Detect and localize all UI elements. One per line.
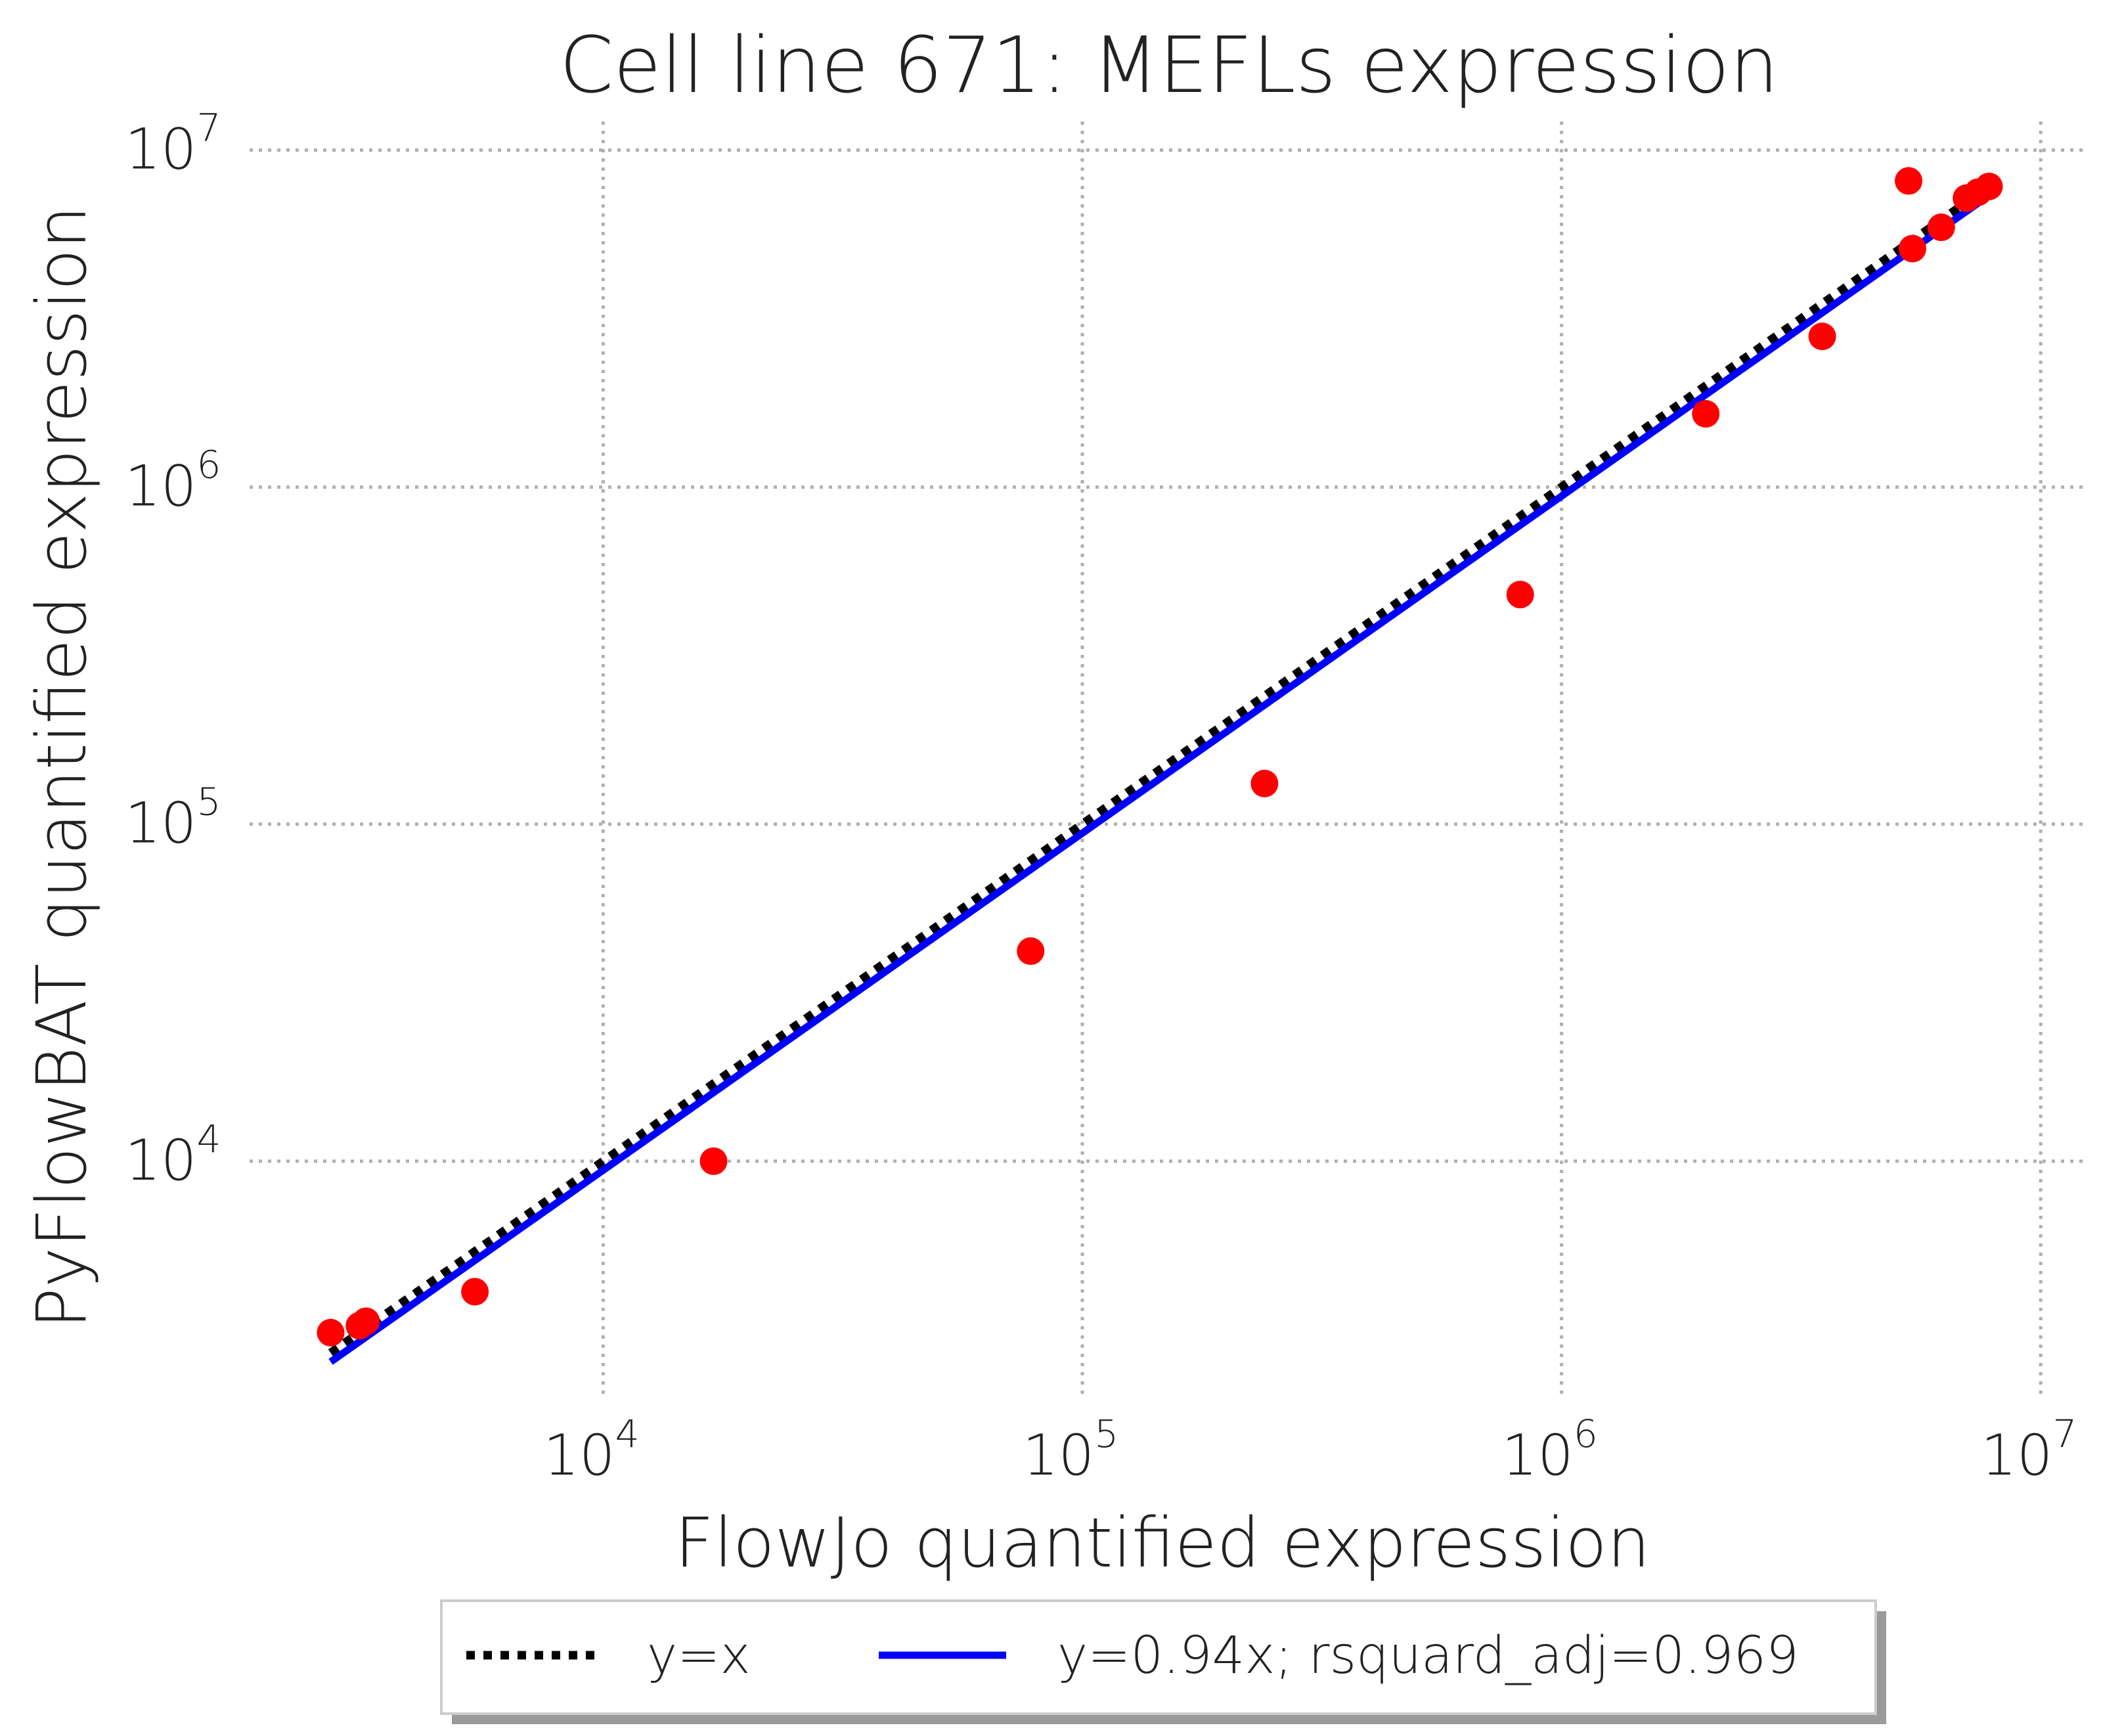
data-point bbox=[1692, 400, 1720, 428]
legend-label-y-equals-x: y=x bbox=[647, 1626, 751, 1685]
y-tick-label: 104 bbox=[125, 1117, 221, 1193]
chart-title: Cell line 671: MEFLs expression bbox=[560, 20, 1779, 110]
fit-line bbox=[328, 192, 1991, 1365]
grid bbox=[250, 122, 2085, 1399]
x-axis-label: FlowJo quantified expression bbox=[674, 1503, 1650, 1583]
legend-box bbox=[440, 1599, 1877, 1715]
y-tick-label: 106 bbox=[125, 443, 221, 520]
data-point bbox=[1898, 234, 1926, 263]
data-points bbox=[317, 167, 2003, 1347]
data-point bbox=[1975, 172, 2003, 200]
data-point bbox=[1017, 937, 1045, 966]
data-point bbox=[461, 1278, 489, 1306]
data-point bbox=[1808, 323, 1836, 351]
data-point bbox=[317, 1318, 345, 1347]
data-point bbox=[699, 1147, 728, 1175]
data-point bbox=[1927, 213, 1955, 242]
fit-lines bbox=[328, 183, 1992, 1365]
x-tick-label: 105 bbox=[1023, 1412, 1118, 1488]
legend: y=x y=0.94x; rsquard_adj=0.969 bbox=[440, 1599, 1886, 1724]
y-tick-labels: 104 105 106 107 bbox=[125, 105, 221, 1193]
identity-line bbox=[328, 183, 1992, 1356]
data-point bbox=[1250, 769, 1279, 797]
legend-label-fit: y=0.94x; rsquard_adj=0.969 bbox=[1057, 1626, 1799, 1685]
x-tick-labels: 104 105 106 107 bbox=[543, 1412, 2077, 1488]
y-tick-label: 107 bbox=[125, 105, 221, 182]
x-tick-label: 106 bbox=[1501, 1412, 1597, 1488]
y-axis-label: PyFlowBAT quantified expression bbox=[22, 206, 102, 1329]
data-point bbox=[1506, 581, 1534, 609]
x-tick-label: 104 bbox=[543, 1412, 639, 1488]
data-point bbox=[1895, 167, 1923, 195]
x-tick-label: 107 bbox=[1981, 1412, 2077, 1488]
data-point bbox=[352, 1307, 380, 1335]
y-tick-label: 105 bbox=[125, 780, 221, 857]
